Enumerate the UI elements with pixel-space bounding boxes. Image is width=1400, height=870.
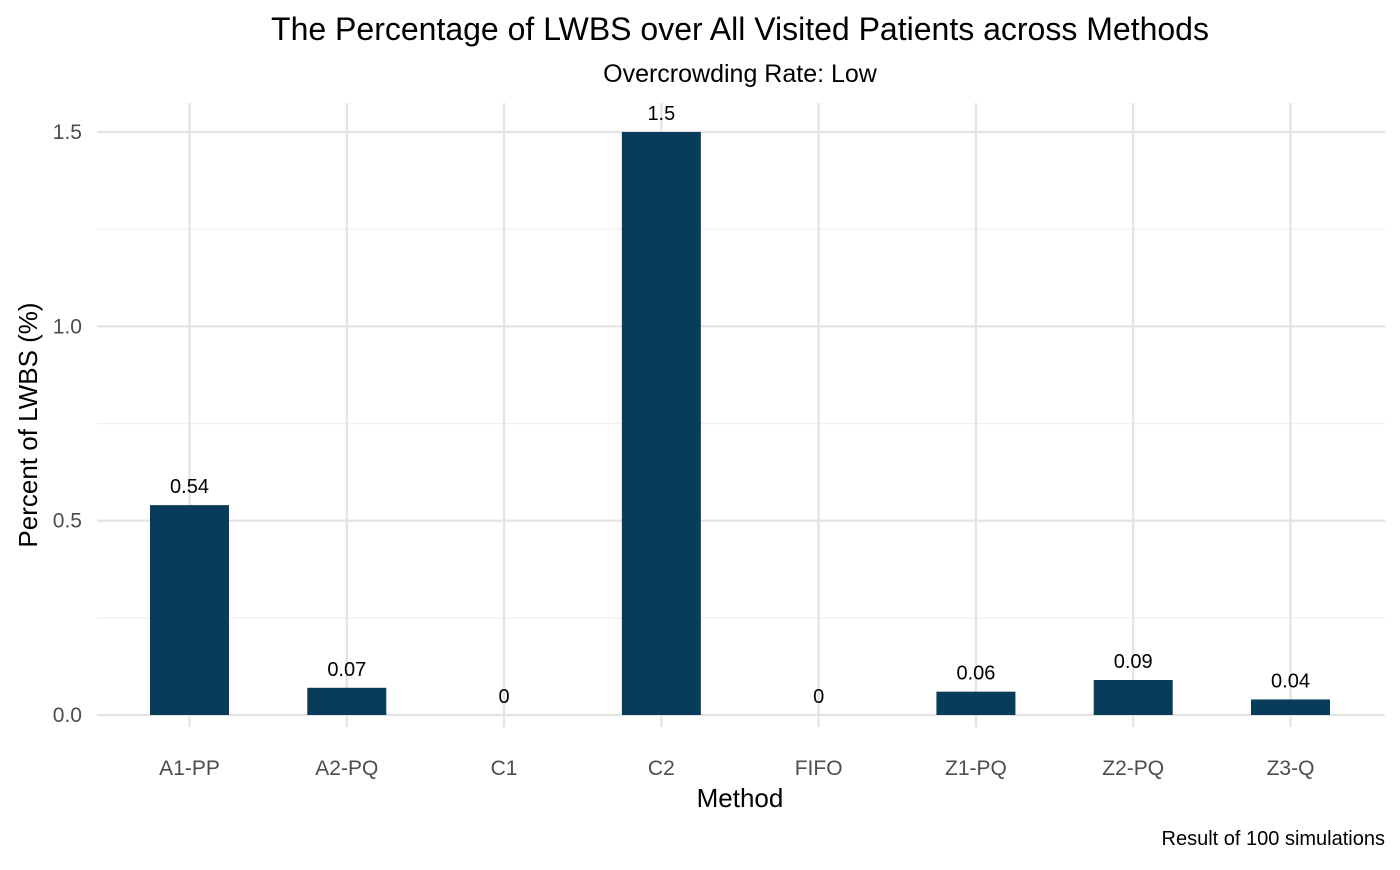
x-axis-title: Method: [697, 783, 784, 813]
bar-z2-pq: [1093, 680, 1173, 715]
bars: [150, 132, 1330, 715]
bar-a2-pq: [307, 687, 387, 715]
y-tick-label: 0.5: [53, 510, 82, 533]
y-axis-title: Percent of LWBS (%): [13, 302, 43, 547]
bar-value-label: 0: [499, 686, 510, 708]
bar-z3-q: [1251, 699, 1330, 715]
x-tick-label: Z2-PQ: [1102, 757, 1164, 780]
x-tick-label: FIFO: [795, 757, 843, 780]
x-tick-label: Z3-Q: [1267, 757, 1315, 780]
bar-c2: [621, 132, 701, 715]
x-tick-label: Z1-PQ: [945, 757, 1007, 780]
bar-value-label: 0.09: [1114, 651, 1153, 673]
x-tick-label: C1: [491, 757, 518, 780]
bar-value-label: 1.5: [647, 103, 675, 125]
bar-value-label: 0.04: [1271, 670, 1310, 692]
bar-value-label: 0.54: [170, 476, 209, 498]
x-tick-label: A2-PQ: [315, 757, 378, 780]
bar-value-label: 0: [813, 686, 824, 708]
chart-title: The Percentage of LWBS over All Visited …: [271, 11, 1209, 47]
chart-subtitle: Overcrowding Rate: Low: [603, 60, 878, 88]
bar-value-label: 0.06: [956, 663, 995, 685]
chart-caption: Result of 100 simulations: [1162, 828, 1385, 850]
x-tick-label: C2: [648, 757, 675, 780]
y-tick-label: 1.5: [53, 121, 82, 144]
bar-value-label: 0.07: [327, 659, 366, 681]
bar-value-labels: 0.54 0.07 0 1.5 0 0.06 0.09 0.04: [170, 103, 1310, 708]
x-tick-label: A1-PP: [159, 757, 220, 780]
y-tick-label: 1.0: [53, 315, 82, 338]
y-axis-ticks: 0.0 0.5 1.0 1.5: [53, 121, 82, 727]
bar-z1-pq: [936, 691, 1016, 715]
y-tick-label: 0.0: [53, 704, 82, 727]
grid: [97, 103, 1385, 727]
x-axis-ticks: A1-PP A2-PQ C1 C2 FIFO Z1-PQ Z2-PQ Z3-Q: [159, 757, 1314, 780]
bar-a1-pp: [150, 505, 229, 715]
